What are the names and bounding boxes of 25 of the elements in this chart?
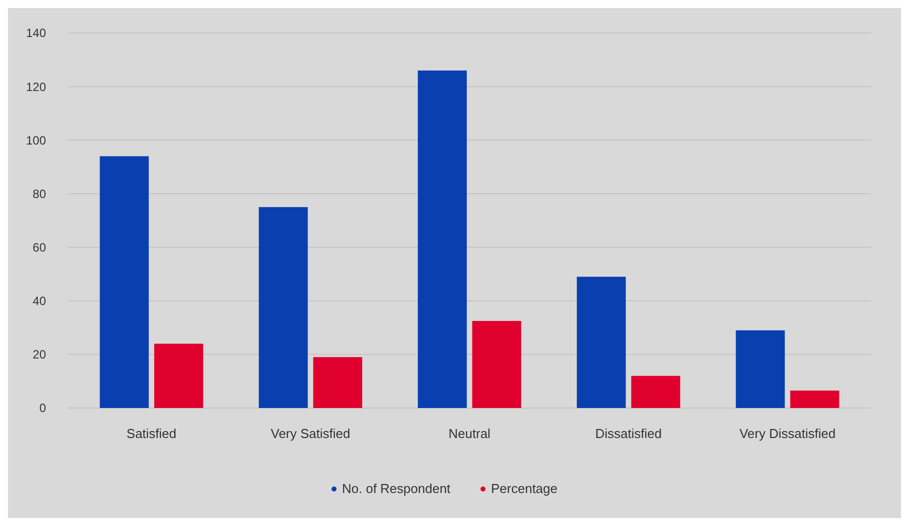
- bar: [154, 344, 204, 408]
- bar: [418, 70, 467, 408]
- y-tick-label: 140: [26, 26, 46, 40]
- y-tick-label: 80: [32, 186, 46, 201]
- y-tick-label: 100: [26, 133, 46, 148]
- bar: [790, 390, 840, 408]
- bar: [313, 357, 362, 408]
- legend-label: No. of Respondent: [342, 481, 451, 496]
- bar: [736, 330, 785, 408]
- bar: [631, 376, 680, 408]
- x-tick-label: Neutral: [448, 426, 491, 441]
- x-tick-label: Dissatisfied: [595, 426, 662, 441]
- x-tick-label: Very Satisfied: [270, 426, 350, 441]
- bar: [472, 320, 522, 408]
- x-tick-label: Satisfied: [126, 426, 176, 441]
- y-tick-label: 40: [32, 294, 46, 308]
- legend-label: Percentage: [491, 481, 558, 496]
- y-tick-label: 120: [26, 80, 46, 94]
- y-tick-label: 0: [39, 401, 46, 416]
- bar: [576, 276, 626, 408]
- x-tick-label: Very Dissatisfied: [739, 426, 836, 441]
- y-tick-label: 20: [32, 348, 46, 362]
- y-tick-label: 60: [32, 240, 46, 254]
- bar: [258, 207, 308, 408]
- bar: [100, 156, 149, 408]
